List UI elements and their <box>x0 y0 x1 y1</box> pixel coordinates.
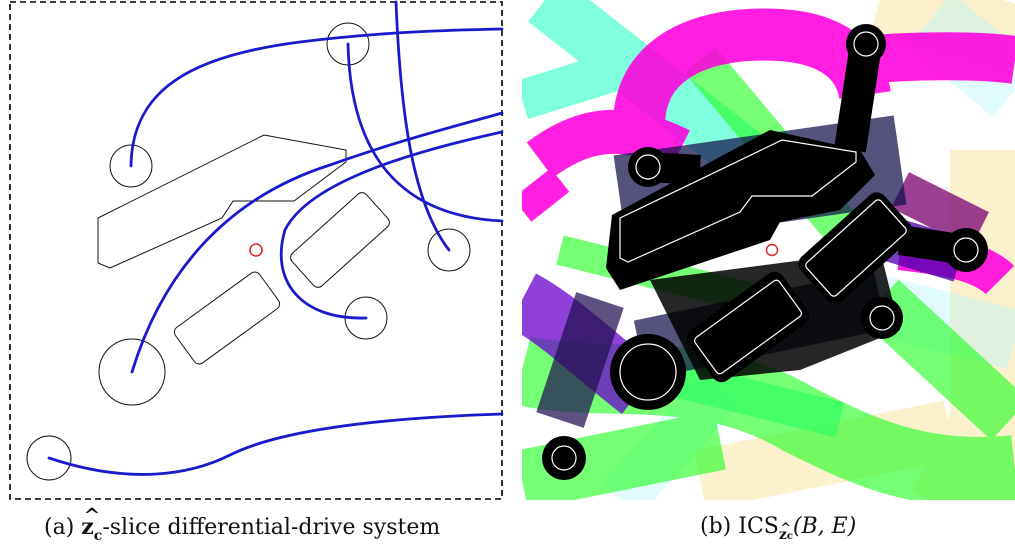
diagram-panel-a <box>9 0 504 500</box>
trajectory-6 <box>47 412 504 476</box>
obstacle-outline-circle-5 <box>619 343 677 401</box>
obstacle-large-polygon <box>97 134 347 269</box>
ics-region-middle <box>650 250 900 380</box>
obstacle-outline-main <box>619 139 857 263</box>
caption-b-subscript-wrap: zc <box>779 520 793 543</box>
diagram-panel-b <box>522 0 1015 500</box>
ics-connector-3 <box>897 225 969 265</box>
caption-a-subscript: c <box>93 528 103 544</box>
robot-marker-b <box>765 243 779 257</box>
caption-b: (b) ICSzc(B, E) <box>700 514 856 543</box>
trajectory-1 <box>129 27 504 168</box>
caption-b-args: (B, E) <box>792 514 857 539</box>
obstacle-right-rectangle <box>290 192 390 288</box>
obstacle-outline-circle-1 <box>635 154 661 180</box>
workspace-border <box>9 1 503 500</box>
obstacle-outline-circle-3 <box>953 237 979 263</box>
ics-circle-4 <box>861 297 903 339</box>
caption-a: (a) zc-slice differential-drive system <box>44 503 441 544</box>
ics-region-main <box>606 130 875 290</box>
moving-obstacle-circle-3 <box>427 228 471 272</box>
obstacle-outline-circle-6 <box>551 445 577 471</box>
caption-a-label: (a) <box>44 515 75 540</box>
obstacle-lower-rectangle <box>173 271 281 365</box>
trajectory-3 <box>394 0 451 252</box>
caption-b-subsubscript: c <box>786 531 793 542</box>
trajectory-4 <box>130 111 504 374</box>
caption-a-text: -slice differential-drive system <box>102 515 441 540</box>
ics-circle-5 <box>610 334 686 410</box>
obstacle-outline-lower <box>693 279 803 375</box>
trajectory-5 <box>279 130 504 320</box>
moving-obstacle-circle-1 <box>109 144 153 188</box>
caption-b-label: (b) <box>700 514 732 539</box>
ics-connector-2 <box>647 152 701 185</box>
robot-marker <box>249 243 263 257</box>
caption-b-subscript: z <box>779 520 791 543</box>
caption-a-symbol: z <box>81 503 99 540</box>
moving-obstacle-circle-5 <box>98 338 166 406</box>
ics-connector-1 <box>834 41 882 153</box>
obstacle-outline-circle-4 <box>869 305 895 331</box>
ics-circle-6 <box>542 436 586 480</box>
trajectory-2 <box>346 42 504 223</box>
obstacle-outline-right <box>805 199 907 297</box>
caption-b-ics: ICS <box>738 514 779 539</box>
obstacle-outline-circle-2 <box>853 31 879 57</box>
moving-obstacle-circle-6 <box>26 435 72 481</box>
